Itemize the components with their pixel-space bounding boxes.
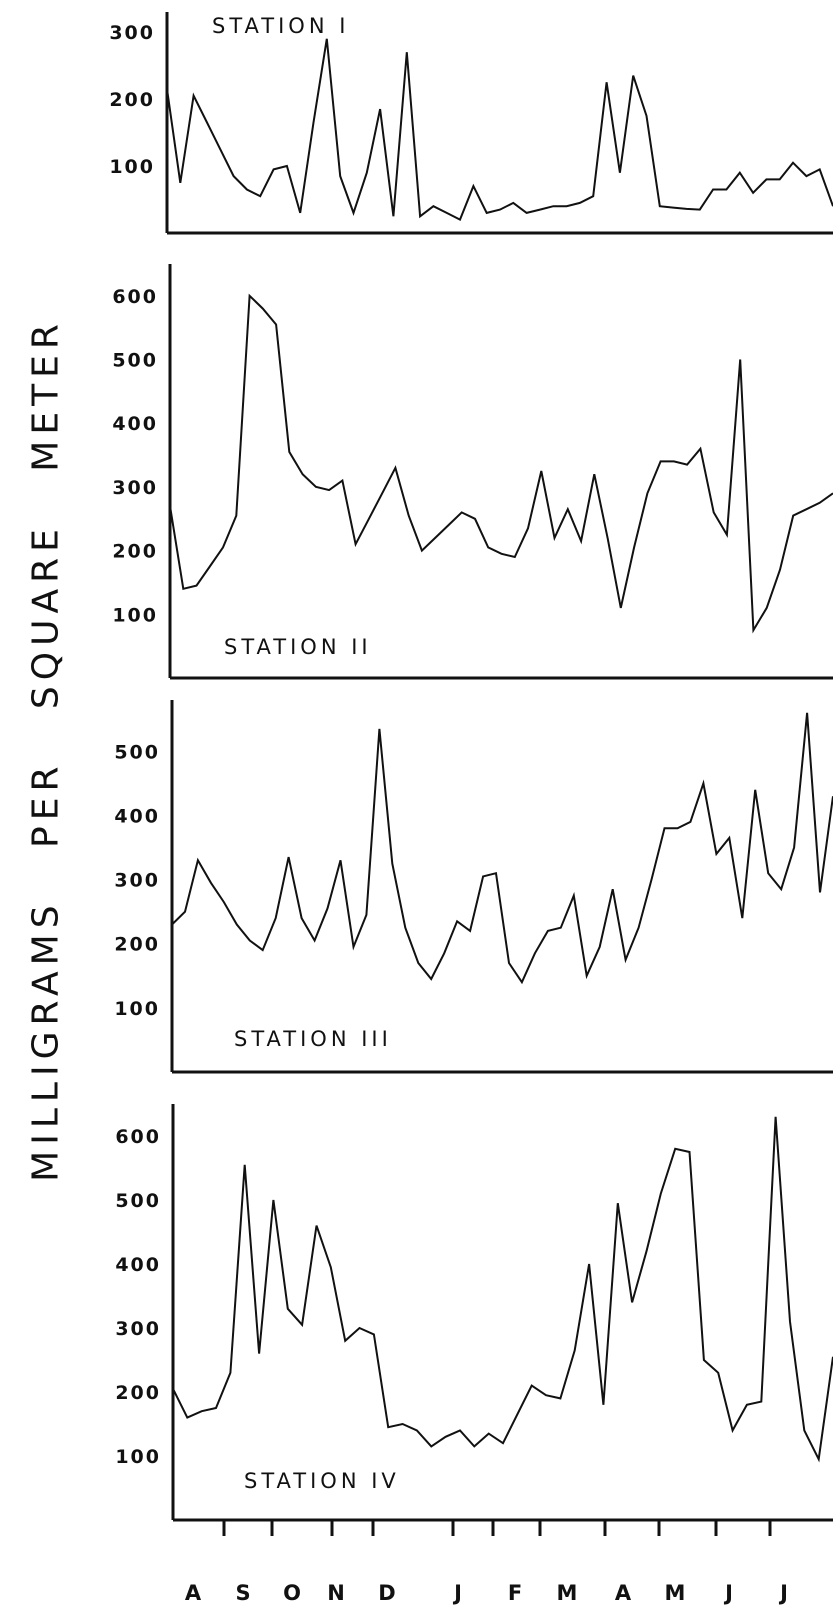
chart-panel-3: 100 200 300 400 500 STATION III — [114, 700, 833, 1074]
month-label: S — [235, 1581, 250, 1605]
series-line — [169, 293, 833, 634]
y-tick-label: 600 — [115, 1126, 161, 1148]
y-tick-label: 200 — [112, 541, 158, 563]
y-tick-label: 100 — [115, 1446, 161, 1468]
month-label: A — [185, 1581, 202, 1605]
y-tick-label: 500 — [112, 350, 158, 372]
month-label: J — [723, 1581, 733, 1605]
y-tick-label: 200 — [114, 934, 160, 956]
series-line — [171, 712, 833, 985]
y-tick-label: 500 — [114, 741, 160, 763]
month-label: F — [508, 1581, 522, 1605]
y-tick-label: 300 — [109, 22, 155, 44]
y-tick-label: 200 — [115, 1382, 161, 1404]
y-tick-label: 100 — [114, 998, 160, 1020]
station-title: STATION I — [212, 14, 349, 38]
month-label: J — [778, 1581, 788, 1605]
month-label: M — [665, 1581, 686, 1605]
chart-panel-4: 100 200 300 400 500 600 STATION IV — [115, 1104, 833, 1522]
y-tick-label: 600 — [112, 286, 158, 308]
chart-panel-1: 100 200 300 STATION I — [109, 12, 833, 235]
y-tick-label: 300 — [115, 1318, 161, 1340]
station-title: STATION III — [234, 1027, 392, 1051]
y-tick-label: 400 — [115, 1254, 161, 1276]
station-title: STATION IV — [244, 1469, 400, 1493]
month-label: D — [378, 1581, 395, 1605]
chart-panel-2: 100 200 300 400 500 600 STATION II — [112, 264, 833, 680]
y-tick-label: 300 — [112, 477, 158, 499]
month-label: O — [283, 1581, 301, 1605]
station-title: STATION II — [224, 635, 372, 659]
month-label: J — [452, 1581, 462, 1605]
month-label: A — [615, 1581, 632, 1605]
series-line — [166, 38, 833, 221]
month-label: M — [557, 1581, 578, 1605]
series-line — [172, 1116, 833, 1463]
y-tick-label: 500 — [115, 1190, 161, 1212]
month-label: N — [327, 1581, 345, 1605]
y-tick-label: 400 — [112, 413, 158, 435]
y-tick-label: 100 — [112, 604, 158, 626]
y-tick-label: 300 — [114, 870, 160, 892]
y-tick-label: 200 — [109, 89, 155, 111]
y-tick-label: 100 — [109, 156, 155, 178]
y-tick-label: 400 — [114, 805, 160, 827]
